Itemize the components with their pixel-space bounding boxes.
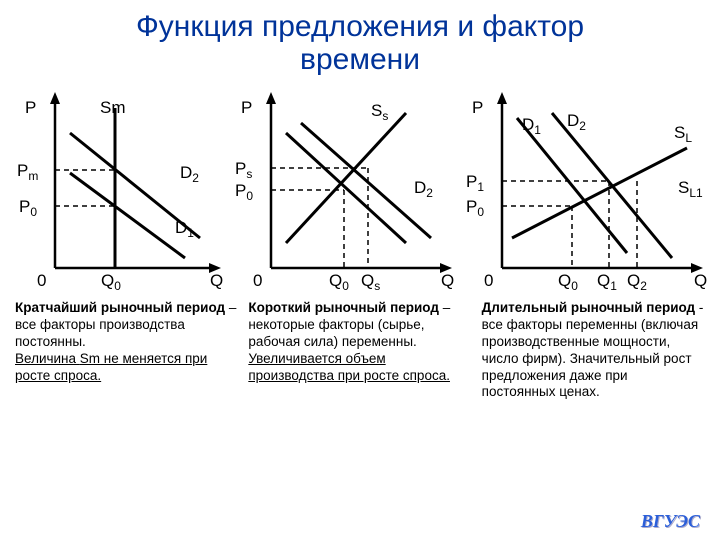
chart-3: P Q 0 SL SL1 D1 D2 P1 P0 Q0 Q1 Q2 (462, 78, 707, 298)
svg-text:SL: SL (674, 123, 692, 145)
c3-xlabel: Q (694, 271, 707, 290)
svg-text:Q0: Q0 (329, 271, 349, 293)
caption-2: Короткий рыночный период – некоторые фак… (248, 300, 471, 401)
svg-text:P1: P1 (466, 172, 484, 194)
c3-origin: 0 (484, 271, 493, 290)
svg-text:D2: D2 (414, 178, 433, 200)
c2-xlabel: Q (441, 271, 454, 290)
title-line1: Функция предложения и фактор (136, 10, 584, 43)
c1-xlabel: Q (210, 271, 223, 290)
svg-text:Ss: Ss (371, 101, 388, 123)
chart-2-svg: P Q 0 Ss D2 Ps P0 Q0 Qs (231, 78, 456, 298)
svg-text:Pm: Pm (17, 161, 38, 183)
svg-text:Ps: Ps (235, 159, 252, 181)
captions-row: Кратчайший рыночный период – все факторы… (15, 300, 705, 401)
c2-ylabel: P (241, 98, 252, 117)
chart-3-svg: P Q 0 SL SL1 D1 D2 P1 P0 Q0 Q1 Q2 (462, 78, 707, 298)
svg-text:Q0: Q0 (558, 271, 578, 293)
svg-text:D1: D1 (522, 115, 541, 137)
svg-text:Q0: Q0 (101, 271, 121, 293)
charts-row: P Q 0 Sm D2 D1 Pm P0 Q0 P Q (15, 78, 705, 298)
svg-text:Q2: Q2 (627, 271, 647, 293)
svg-text:Sm: Sm (100, 98, 126, 117)
logo: ВГУЭС (641, 511, 700, 532)
svg-text:D2: D2 (180, 163, 199, 185)
svg-text:P0: P0 (235, 181, 253, 203)
c2-origin: 0 (253, 271, 262, 290)
chart-1: P Q 0 Sm D2 D1 Pm P0 Q0 (15, 78, 225, 298)
title-line2: времени (300, 43, 420, 76)
c1-ylabel: P (25, 98, 36, 117)
svg-text:Q1: Q1 (597, 271, 617, 293)
caption2-bold: Короткий рыночный период (248, 300, 439, 315)
c1-origin: 0 (37, 271, 46, 290)
page-title: Функция предложения и фактор времени (15, 10, 705, 76)
caption3-bold: Длительный рыночный период (482, 300, 695, 315)
svg-text:D1: D1 (175, 218, 194, 240)
caption2-line2: Увеличивается объем производства при рос… (248, 351, 450, 383)
caption-3: Длительный рыночный период - все факторы… (482, 300, 705, 401)
svg-text:P0: P0 (19, 197, 37, 219)
c1-sm: Sm (100, 98, 126, 117)
caption-1: Кратчайший рыночный период – все факторы… (15, 300, 238, 401)
caption1-bold: Кратчайший рыночный период (15, 300, 225, 315)
chart-1-svg: P Q 0 Sm D2 D1 Pm P0 Q0 (15, 78, 225, 298)
c3-ylabel: P (472, 98, 483, 117)
svg-text:P0: P0 (466, 197, 484, 219)
svg-text:SL1: SL1 (678, 178, 703, 200)
chart-2: P Q 0 Ss D2 Ps P0 Q0 Qs (231, 78, 456, 298)
svg-text:D2: D2 (567, 111, 586, 133)
svg-text:Qs: Qs (361, 271, 380, 293)
